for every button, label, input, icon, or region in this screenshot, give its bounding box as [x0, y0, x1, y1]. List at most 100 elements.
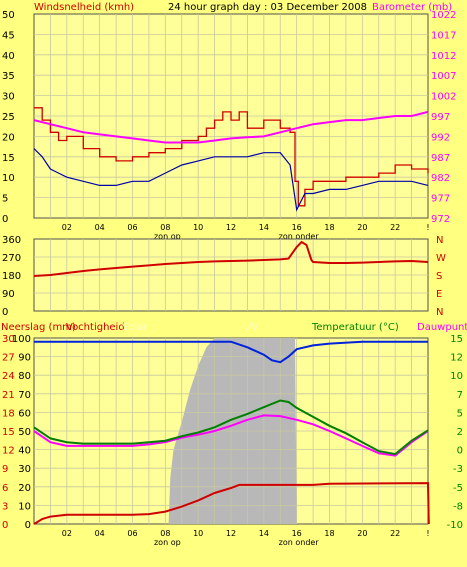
x-tick-label: 22: [390, 223, 400, 232]
right-tick-label: 997: [431, 112, 450, 123]
x-tick-label: 10: [193, 529, 203, 538]
humidity-line: [34, 340, 428, 364]
temperature-tick-label: 7: [457, 390, 463, 401]
compass-tick-label: E: [436, 289, 442, 300]
chart3-solar-label: Solar: [122, 322, 148, 333]
rain-tick-label: 0: [2, 520, 8, 531]
chart3-rain-label: Neerslag (mm): [1, 322, 76, 333]
x-tick-label: 08: [160, 223, 170, 232]
chart3-uv-label: UV: [244, 322, 258, 333]
chart1-left-axis: 0 5 10 15 20 25 30 35 40 45 50: [2, 10, 15, 225]
sun-label: zon onder: [279, 538, 320, 547]
humidity-tick-label: 70: [18, 390, 31, 401]
chart2-left-axis: 0 90 180 270 360: [2, 235, 21, 318]
temperature-tick-label: 10: [450, 371, 463, 382]
chart3-x-axis: 02 04 06 08 10 12 14 16 18 20 22 ! zon op zon onder: [62, 529, 430, 547]
left-tick-label: 5: [2, 194, 8, 205]
chart1-grid: [34, 14, 428, 218]
left-tick-label: 50: [2, 10, 15, 21]
chart1-right-axis: 972 977 982 987 992 997 1002 1007 1012 1017 1022: [431, 10, 456, 225]
compass-tick-label: N: [436, 307, 443, 318]
temperature-tick-label: 2: [457, 427, 463, 438]
humidity-tick-label: 10: [18, 501, 31, 512]
humidity-tick-label: 60: [18, 408, 31, 419]
x-tick-label: 20: [357, 223, 367, 232]
right-tick-label: 1017: [431, 30, 456, 41]
chart3-right-axis: -10 -8 -5 -3 0 2 5 7 10 12 15: [447, 334, 463, 531]
x-tick-label: 22: [390, 529, 400, 538]
x-tick-label: 18: [324, 529, 334, 538]
right-tick-label: 992: [431, 132, 450, 143]
x-tick-label: 14: [259, 529, 269, 538]
sun-label: zon op: [154, 538, 181, 547]
x-tick-label: 06: [127, 529, 137, 538]
rain-tick-label: 9: [2, 464, 8, 475]
temperature-tick-label: 12: [450, 353, 463, 364]
left-tick-label: 35: [2, 71, 15, 82]
wind-barometer-chart: Windsnelheid (kmh) 24 hour graph day : 0…: [2, 2, 456, 241]
x-tick-label: 08: [160, 529, 170, 538]
sun-label: zon op: [154, 232, 181, 241]
x-tick-label: 02: [62, 529, 72, 538]
x-tick-label: 04: [95, 223, 105, 232]
right-tick-label: 1007: [431, 71, 456, 82]
rain-tick-label: 15: [2, 427, 15, 438]
wind-speed-line: [34, 107, 429, 207]
humidity-tick-label: 30: [18, 464, 31, 475]
compass-tick-label: N: [436, 235, 443, 246]
wind-average-line: [33, 148, 429, 212]
chart1-x-axis: 02 04 06 08 10 12 14 16 18 20 22 ! zon op zon onder: [62, 223, 430, 241]
x-tick-label: 12: [226, 223, 236, 232]
rain-tick-label: 21: [2, 390, 15, 401]
humidity-tick-label: 20: [18, 483, 31, 494]
x-tick-label: 10: [193, 223, 203, 232]
sun-label: zon onder: [279, 232, 320, 241]
humidity-tick-label: 90: [18, 353, 31, 364]
x-tick-label: !: [426, 529, 429, 538]
left-tick-label: 90: [2, 289, 15, 300]
x-tick-label: 06: [127, 223, 137, 232]
left-tick-label: 0: [2, 214, 8, 225]
right-tick-label: 972: [431, 214, 450, 225]
right-tick-label: 977: [431, 194, 450, 205]
temperature-tick-label: -10: [447, 520, 463, 531]
left-tick-label: 10: [2, 173, 15, 184]
temperature-tick-label: 5: [457, 408, 463, 419]
rain-tick-label: 18: [2, 408, 15, 419]
x-tick-label: 20: [357, 529, 367, 538]
left-tick-label: 25: [2, 112, 15, 123]
barometer-line: [33, 110, 429, 144]
chart3-grid: [34, 338, 428, 524]
right-tick-label: 1012: [431, 51, 456, 62]
temperature-line: [33, 399, 429, 456]
chart3-dewpoint-label: Dauwpunt: [417, 322, 467, 333]
x-tick-label: 02: [62, 223, 72, 232]
chart3-series: [33, 340, 430, 525]
chart3-humidity-label: Vochtigheid: [66, 322, 125, 333]
temperature-tick-label: -5: [453, 483, 463, 494]
rain-tick-label: 6: [2, 483, 8, 494]
x-tick-label: 14: [259, 223, 269, 232]
chart3-left-axis: 0 3 6 9 12 15 18 21 24 27 30 0 10 20 30 40 50 60 70 80 90 100: [2, 334, 31, 531]
right-tick-label: 1002: [431, 92, 456, 103]
x-tick-label: 12: [226, 529, 236, 538]
wind-direction-line: [33, 240, 429, 277]
rain-tick-label: 12: [2, 446, 15, 457]
temperature-tick-label: -8: [453, 501, 463, 512]
rain-tick-label: 3: [2, 501, 8, 512]
left-tick-label: 180: [2, 271, 21, 282]
left-tick-label: 15: [2, 153, 15, 164]
humidity-tick-label: 0: [25, 520, 31, 531]
rain-tick-label: 24: [2, 371, 15, 382]
x-tick-label: 16: [292, 223, 302, 232]
left-tick-label: 45: [2, 30, 15, 41]
chart1-title: 24 hour graph day : 03 December 2008: [168, 2, 367, 13]
chart2-grid: [34, 239, 428, 311]
rain-tick-label: 30: [2, 334, 15, 345]
right-tick-label: 987: [431, 153, 450, 164]
left-tick-label: 0: [2, 307, 8, 318]
left-tick-label: 360: [2, 235, 21, 246]
